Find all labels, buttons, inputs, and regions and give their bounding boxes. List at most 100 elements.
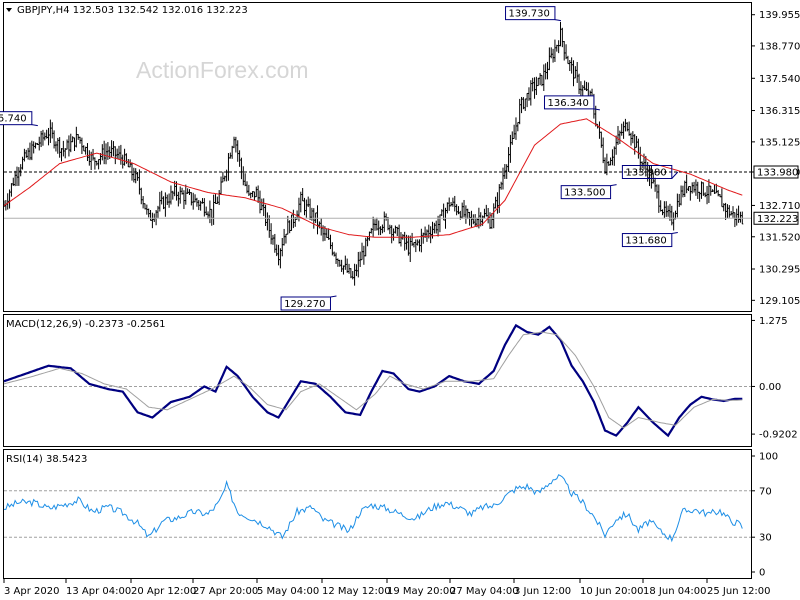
price-bar <box>175 181 178 201</box>
price-bar <box>227 153 230 181</box>
price-bar <box>192 192 195 210</box>
rsi-tick-label: 0 <box>759 568 765 579</box>
price-bar <box>197 200 200 211</box>
price-bar <box>151 212 154 229</box>
macd-tick-label: -0.9202 <box>759 430 798 441</box>
price-annotation-label: 131.680 <box>625 236 666 247</box>
price-bar <box>500 181 503 190</box>
price-annotation-label: 133.980 <box>625 168 666 179</box>
price-bar <box>537 77 540 87</box>
price-bar <box>409 235 412 263</box>
price-bar <box>199 200 202 211</box>
price-bar <box>657 184 660 213</box>
price-bar <box>73 137 76 152</box>
price-bar <box>114 146 117 165</box>
price-bar <box>216 196 219 205</box>
price-bar <box>641 161 644 169</box>
price-bar <box>147 208 150 218</box>
price-bar <box>184 184 187 205</box>
price-bar <box>301 188 304 202</box>
price-bar <box>418 239 421 252</box>
price-bar <box>655 184 658 199</box>
price-bar <box>283 228 286 246</box>
price-bar <box>602 137 605 164</box>
price-annotation-label: 133.500 <box>564 188 605 199</box>
price-annotation-label: 139.730 <box>509 9 550 20</box>
price-bar <box>10 183 13 197</box>
price-bar <box>613 146 616 166</box>
price-bar <box>539 73 542 86</box>
price-bar <box>611 149 614 166</box>
price-bar <box>411 232 414 246</box>
price-bar <box>234 136 237 153</box>
price-bar <box>726 204 729 219</box>
price-bar <box>236 140 239 162</box>
time-tick-label: 3 Jun 12:00 <box>514 586 571 597</box>
price-bar <box>67 135 70 157</box>
price-bar <box>214 194 217 204</box>
price-bar <box>297 197 300 222</box>
price-bar <box>720 188 723 208</box>
price-annotation: 139.730 <box>505 6 562 22</box>
price-bar <box>435 220 438 234</box>
price-bar <box>440 209 443 217</box>
rsi-line <box>4 474 743 543</box>
price-bar <box>329 234 332 250</box>
price-bar <box>71 136 74 143</box>
price-bar <box>501 167 504 190</box>
price-bar <box>514 117 517 140</box>
price-bar <box>511 131 514 145</box>
dropdown-triangle-icon[interactable] <box>6 8 12 12</box>
price-annotation-label: 35.740 <box>0 114 27 125</box>
price-bar <box>438 214 441 233</box>
price-bar <box>629 132 632 146</box>
price-bar <box>719 194 722 198</box>
price-bar <box>566 55 569 65</box>
price-annotation: 133.980 <box>621 165 679 180</box>
price-bar <box>160 190 163 205</box>
price-bar <box>105 143 108 165</box>
time-tick-label: 20 Apr 12:00 <box>131 586 196 597</box>
price-bar <box>136 172 139 181</box>
price-bar <box>366 236 369 247</box>
price-bar <box>49 119 52 143</box>
price-bar <box>340 259 343 272</box>
price-bar <box>118 145 121 160</box>
price-bar <box>687 186 690 191</box>
price-bar <box>56 137 59 154</box>
price-bar <box>77 134 80 140</box>
price-bar <box>399 232 402 247</box>
price-bar <box>299 191 302 213</box>
price-bar <box>262 198 265 217</box>
price-bar <box>717 189 720 197</box>
price-bar <box>689 186 692 201</box>
rsi-tick-label: 70 <box>759 486 772 497</box>
price-bar <box>112 141 115 157</box>
price-bar <box>346 258 349 273</box>
price-bar <box>149 210 152 221</box>
price-bar <box>635 135 638 148</box>
price-bar <box>41 129 44 146</box>
price-bar <box>670 205 673 226</box>
price-bar <box>93 157 96 170</box>
price-tick-label: 136.315 <box>759 106 800 117</box>
price-bar <box>737 205 740 223</box>
price-bar <box>412 241 415 248</box>
price-bar <box>604 157 607 174</box>
price-bar <box>503 164 506 179</box>
price-bar <box>437 215 440 237</box>
price-bar <box>648 165 651 187</box>
price-bar <box>62 140 65 157</box>
price-bar <box>182 190 185 210</box>
price-tick-label: 131.520 <box>759 232 800 243</box>
macd-line <box>3 323 743 438</box>
price-bar <box>342 265 345 275</box>
price-bar <box>681 185 684 198</box>
price-bar <box>99 153 102 165</box>
price-bar <box>121 154 124 169</box>
price-bar <box>281 238 284 257</box>
price-bar <box>529 80 532 106</box>
price-bar <box>364 237 367 257</box>
price-bar <box>585 81 588 92</box>
